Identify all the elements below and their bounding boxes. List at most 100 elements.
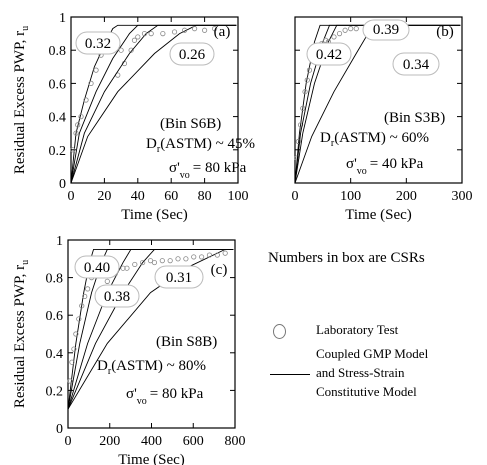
csr-label: 0.40	[84, 260, 110, 276]
model-legend-label-3: Constitutive Model	[316, 384, 417, 399]
csr-label: 0.42	[316, 47, 342, 63]
lab-point	[302, 89, 308, 95]
chart-panel-1: 0 20 40 60 80 100 0 0.2 0.4 0.6 0.8 1 Time (Sec) Resi…	[12, 11, 255, 223]
x-axis-label: Time (Sec)	[345, 207, 412, 223]
lab-point	[342, 27, 348, 33]
lab-point	[167, 258, 173, 264]
lab-point	[323, 37, 329, 43]
lab-point	[160, 30, 166, 37]
model-line-0.26	[70, 24, 237, 184]
csr-label: 0.31	[166, 270, 192, 286]
y-tick-label: 0.6	[49, 77, 67, 92]
model-line-0.32	[70, 24, 237, 184]
lab-point	[140, 259, 146, 266]
lab-point	[202, 27, 208, 33]
lab-point	[104, 278, 110, 284]
y-axis-label: Residual Excess PWP, ru	[12, 26, 31, 174]
lab-point	[79, 303, 85, 309]
lab-point	[171, 29, 178, 35]
lab-point	[73, 130, 79, 136]
model-line-0.35	[67, 248, 234, 410]
chart-panel-2: 0 100 200 300 Time (Sec) 0.42 0.39 0.34 (b) (Bin …	[292, 16, 473, 223]
lab-point	[199, 254, 205, 260]
y-tick-label: 0.8	[46, 272, 64, 287]
csr-box	[94, 284, 140, 308]
lab-point	[141, 30, 148, 37]
lab-point	[70, 147, 76, 153]
lab-point	[124, 265, 130, 271]
vertical-stress-label: σ'vo = 80 kPa	[126, 386, 204, 407]
lab-point	[206, 252, 213, 258]
csr-box	[392, 52, 440, 76]
lab-marker-icon	[273, 324, 286, 339]
y-tick-label: 1	[59, 11, 66, 26]
lab-point	[135, 34, 141, 40]
csr-box	[362, 19, 410, 41]
csr-box	[169, 42, 215, 66]
lab-point	[297, 122, 304, 128]
lab-point	[69, 359, 75, 365]
panel-label: (b)	[436, 24, 454, 40]
y-tick-label: 0	[56, 422, 63, 437]
lab-point	[353, 26, 359, 32]
relative-density-label: Dr(ASTM) ~ 45%	[146, 136, 255, 155]
lab-point	[214, 252, 220, 258]
bin-label: (Bin S6B)	[160, 116, 221, 132]
plot-frame	[294, 16, 463, 184]
y-tick-label: 0.4	[49, 111, 67, 126]
lab-point	[128, 47, 134, 53]
csr-box	[154, 265, 204, 289]
plot-frame	[70, 16, 239, 184]
x-tick-label: 100	[340, 189, 361, 204]
chart-panel-3: 0 200 400 600 800 0 0.2 0.4 0.6 0.8 1 Time (Sec) Res…	[12, 234, 246, 465]
csr-label: 0.38	[104, 289, 130, 305]
vertical-stress-label: σ'vo = 40 kPa	[346, 156, 424, 177]
lab-point	[93, 67, 99, 73]
lab-point	[71, 346, 77, 352]
csr-label: 0.32	[85, 36, 111, 52]
x-tick-label: 0	[65, 434, 72, 449]
csr-note: Numbers in box are CSRs	[268, 250, 425, 266]
x-tick-label: 100	[228, 189, 249, 204]
lab-point	[159, 258, 165, 264]
panel-label: (a)	[214, 24, 231, 40]
x-tick-label: 80	[198, 189, 212, 204]
lab-point	[336, 30, 343, 37]
x-tick-label: 40	[131, 189, 145, 204]
model-line-0.38	[67, 248, 234, 410]
y-tick-label: 0.8	[49, 44, 67, 59]
lab-point	[183, 256, 189, 262]
x-tick-label: 800	[225, 434, 246, 449]
lab-point	[222, 250, 228, 256]
lab-point	[331, 34, 337, 40]
lab-point	[88, 80, 94, 87]
lab-point	[118, 47, 124, 53]
x-tick-label: 20	[97, 189, 111, 204]
model-legend-label-2: and Stress-Strain	[316, 365, 405, 380]
model-line-0.28	[70, 24, 237, 184]
lab-point	[212, 26, 218, 32]
lab-point	[120, 265, 126, 271]
lab-point	[191, 26, 198, 32]
bin-label: (Bin S8B)	[156, 334, 217, 350]
csr-label: 0.39	[373, 22, 399, 38]
lab-point	[132, 261, 138, 268]
lab-point	[76, 316, 82, 322]
y-tick-label: 0.2	[49, 144, 67, 159]
lab-point	[191, 254, 197, 260]
lab-legend-label: Laboratory Test	[316, 322, 399, 337]
model-line-0.30	[70, 24, 237, 184]
lab-point	[82, 293, 88, 299]
x-tick-label: 200	[99, 434, 120, 449]
x-axis-label: Time (Sec)	[121, 207, 188, 223]
lab-point	[304, 77, 310, 83]
lab-point	[300, 105, 306, 111]
x-tick-label: 60	[164, 189, 178, 204]
csr-box	[74, 255, 120, 279]
lab-point	[306, 67, 313, 73]
lab-point	[83, 97, 89, 103]
lab-point	[151, 259, 158, 266]
x-tick-label: 200	[396, 189, 417, 204]
x-axis-label: Time (Sec)	[118, 452, 185, 465]
